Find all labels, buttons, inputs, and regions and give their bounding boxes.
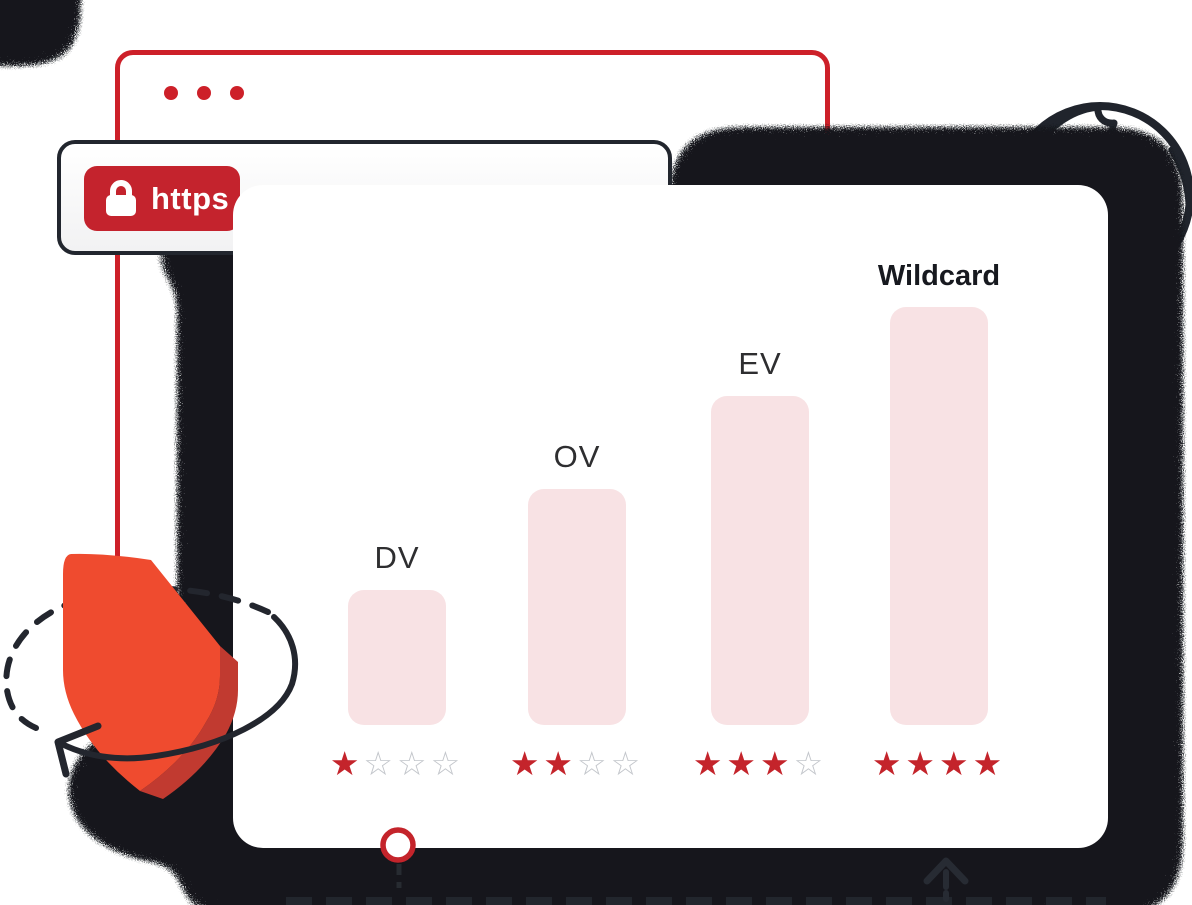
up-arrow-icon	[923, 857, 969, 902]
chart-column-ev: EV ★★★☆	[685, 346, 835, 780]
chart-column-wildcard: Wildcard ★★★★	[864, 260, 1014, 780]
star-filled-icon: ★	[329, 744, 364, 783]
star-rating: ★★★☆	[685, 747, 835, 780]
star-rating: ★★★★	[864, 747, 1014, 780]
bar-label: EV	[738, 346, 782, 381]
star-filled-icon: ★	[905, 744, 939, 783]
https-label: https	[151, 180, 230, 216]
star-filled-icon: ★	[939, 744, 973, 783]
window-dot	[230, 86, 244, 100]
star-empty-icon: ☆	[430, 744, 465, 783]
cert-bar	[348, 590, 446, 725]
window-dot	[164, 86, 178, 100]
window-dots	[164, 86, 244, 100]
star-empty-icon: ☆	[610, 744, 645, 783]
star-empty-icon: ☆	[793, 744, 828, 783]
star-filled-icon: ★	[760, 744, 794, 783]
bar-label: DV	[374, 540, 420, 575]
bar-label: OV	[553, 439, 601, 474]
bar-label: Wildcard	[877, 260, 1001, 292]
lock-icon	[106, 179, 136, 216]
window-dot	[197, 86, 211, 100]
star-filled-icon: ★	[871, 744, 906, 783]
star-empty-icon: ☆	[363, 744, 397, 783]
chart-column-ov: OV ★★☆☆	[502, 439, 652, 780]
star-filled-icon: ★	[972, 744, 1007, 783]
star-filled-icon: ★	[726, 744, 760, 783]
star-rating: ★☆☆☆	[322, 747, 472, 780]
cert-bar	[528, 489, 626, 725]
star-rating: ★★☆☆	[502, 747, 652, 780]
star-empty-icon: ☆	[397, 744, 431, 783]
star-empty-icon: ☆	[577, 744, 611, 783]
star-filled-icon: ★	[692, 744, 727, 783]
star-filled-icon: ★	[509, 744, 544, 783]
cert-bar	[711, 396, 809, 725]
https-badge: https	[84, 166, 240, 231]
certificate-chart-card: DV ★☆☆☆ OV ★★☆☆ EV ★★★☆ Wildcard ★★★★	[233, 185, 1108, 848]
chart-column-dv: DV ★☆☆☆	[322, 540, 472, 780]
star-filled-icon: ★	[543, 744, 577, 783]
cert-bar	[890, 307, 988, 725]
